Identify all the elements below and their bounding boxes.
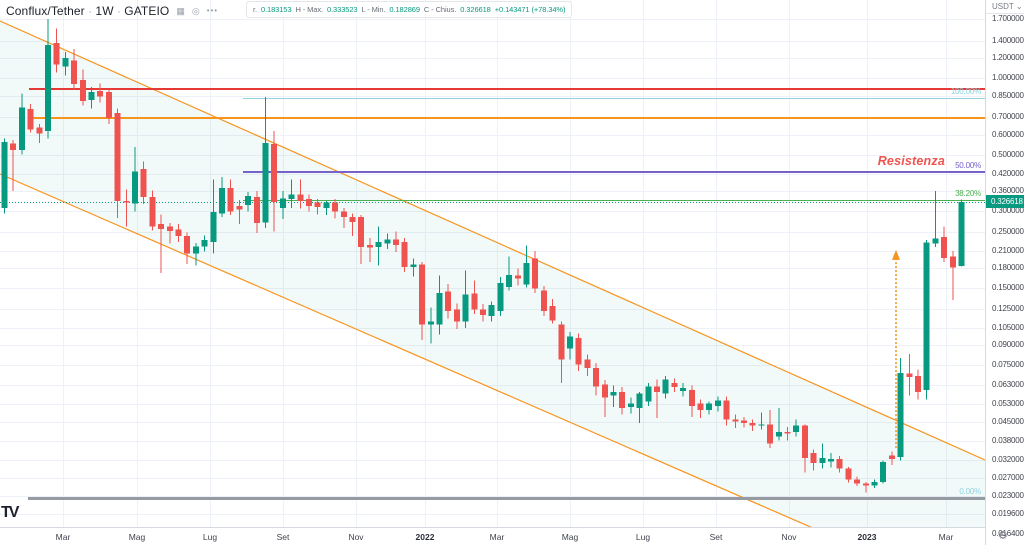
time-tick: Set — [276, 532, 290, 542]
price-tick: 0.019600 — [992, 509, 1024, 518]
ohlc-value: 0.183153 — [260, 5, 292, 14]
candlestick-chart[interactable] — [0, 0, 985, 527]
last-price-badge: 0.326618 — [986, 195, 1024, 209]
time-tick: Mar — [489, 532, 505, 542]
price-tick: 0.075000 — [992, 360, 1024, 370]
ohlc-value: 0.182869 — [389, 5, 420, 14]
time-tick-year: 2023 — [857, 532, 877, 542]
ohlc-readout: r. 0.183153 H - Max. 0.333523 L - Min. 0.1828… — [246, 1, 573, 18]
price-tick: 0.032000 — [992, 454, 1024, 464]
time-tick: Mag — [128, 532, 146, 542]
timeframe-label[interactable]: 1W — [95, 4, 114, 18]
more-options-icon[interactable]: ••• — [206, 6, 219, 15]
time-tick: Nov — [781, 532, 797, 542]
price-tick: 0.420000 — [992, 169, 1024, 179]
price-tick: 0.250000 — [992, 226, 1024, 236]
gray-support-line-label: 0.00% — [959, 487, 981, 497]
separator: · — [117, 6, 121, 18]
time-tick: Lug — [635, 532, 651, 542]
time-tick: Set — [709, 532, 723, 542]
ohlc-value: 0.333523 — [327, 5, 358, 14]
price-tick: 0.125000 — [992, 303, 1024, 313]
price-tick: 1.700000 — [992, 14, 1024, 23]
price-tick: 0.150000 — [992, 283, 1024, 293]
chart-style-icon[interactable]: ▦ — [176, 6, 185, 16]
price-tick: 0.600000 — [992, 129, 1024, 139]
parallel-channel-drawing[interactable] — [0, 20, 985, 527]
symbol-title[interactable]: Conflux/Tether · 1W · GATEIO — [6, 4, 170, 18]
exchange-label[interactable]: GATEIO — [124, 4, 170, 18]
price-tick: 0.850000 — [992, 90, 1024, 100]
price-tick: 0.027000 — [992, 473, 1024, 483]
time-tick: Mag — [561, 532, 579, 542]
time-tick-year: 2022 — [415, 532, 435, 542]
candlestick-series[interactable] — [1, 19, 965, 493]
time-axis[interactable]: Mar Mag Lug Set Nov 2022 Mar Mag Lug Set Nov 2023 Ma… — [0, 527, 985, 545]
time-tick: Lug — [202, 532, 218, 542]
price-tick: 0.053000 — [992, 398, 1024, 408]
price-tick: 1.400000 — [992, 35, 1024, 45]
price-axis[interactable]: USDT ⌄ 1.700000 1.400000 1.200000 1.000000 0… — [985, 0, 1024, 545]
price-tick: 0.038000 — [992, 435, 1024, 445]
symbol-legend: Conflux/Tether · 1W · GATEIO ▦ ◎ ••• — [6, 4, 218, 18]
price-tick: 0.210000 — [992, 245, 1024, 255]
fib-50-label: 50.00% — [955, 160, 981, 170]
ohlc-label: H - Max. — [295, 5, 323, 14]
currency-selector[interactable]: USDT ⌄ — [986, 0, 1024, 14]
resistance-text-drawing[interactable]: Resistenza — [877, 154, 945, 168]
ohlc-label: r. — [253, 5, 257, 14]
grid-lines — [0, 0, 985, 527]
price-tick: 0.300000 — [992, 206, 1024, 216]
price-tick: 0.105000 — [992, 322, 1024, 332]
price-tick: 0.016400 — [992, 528, 1024, 538]
chart-canvas[interactable]: Resistenza TV 100.00% 50.00% 38.20% 0.00% — [0, 0, 985, 527]
change-value: +0.143471 (+78.34%) — [494, 5, 566, 14]
eye-icon[interactable]: ◎ — [191, 6, 200, 16]
gear-icon[interactable]: ⚙ — [998, 530, 1008, 542]
price-tick: 0.063000 — [992, 379, 1024, 389]
price-tick: 0.500000 — [992, 149, 1024, 159]
price-tick: 0.023000 — [992, 491, 1024, 501]
price-tick: 0.700000 — [992, 112, 1024, 122]
chevron-down-icon: ⌄ — [1015, 2, 1023, 11]
fib-100-label: 100.00% — [950, 87, 981, 97]
price-tick: 0.360000 — [992, 186, 1024, 196]
tradingview-logo[interactable]: TV — [1, 504, 20, 521]
price-tick: 0.180000 — [992, 263, 1024, 273]
price-tick: 0.090000 — [992, 339, 1024, 349]
separator: · — [88, 6, 92, 18]
time-tick: Mar — [55, 532, 71, 542]
ohlc-label: C - Chius. — [423, 5, 457, 14]
arrow-up-drawing[interactable] — [892, 249, 900, 449]
time-tick: Nov — [348, 532, 364, 542]
fib-382-label: 38.20% — [955, 189, 981, 199]
ohlc-label: L - Min. — [361, 5, 386, 14]
ohlc-value: 0.326618 — [460, 5, 491, 14]
time-tick: Mar — [938, 532, 954, 542]
price-tick: 1.000000 — [992, 72, 1024, 82]
price-tick: 1.200000 — [992, 52, 1024, 62]
price-tick: 0.045000 — [992, 416, 1024, 426]
